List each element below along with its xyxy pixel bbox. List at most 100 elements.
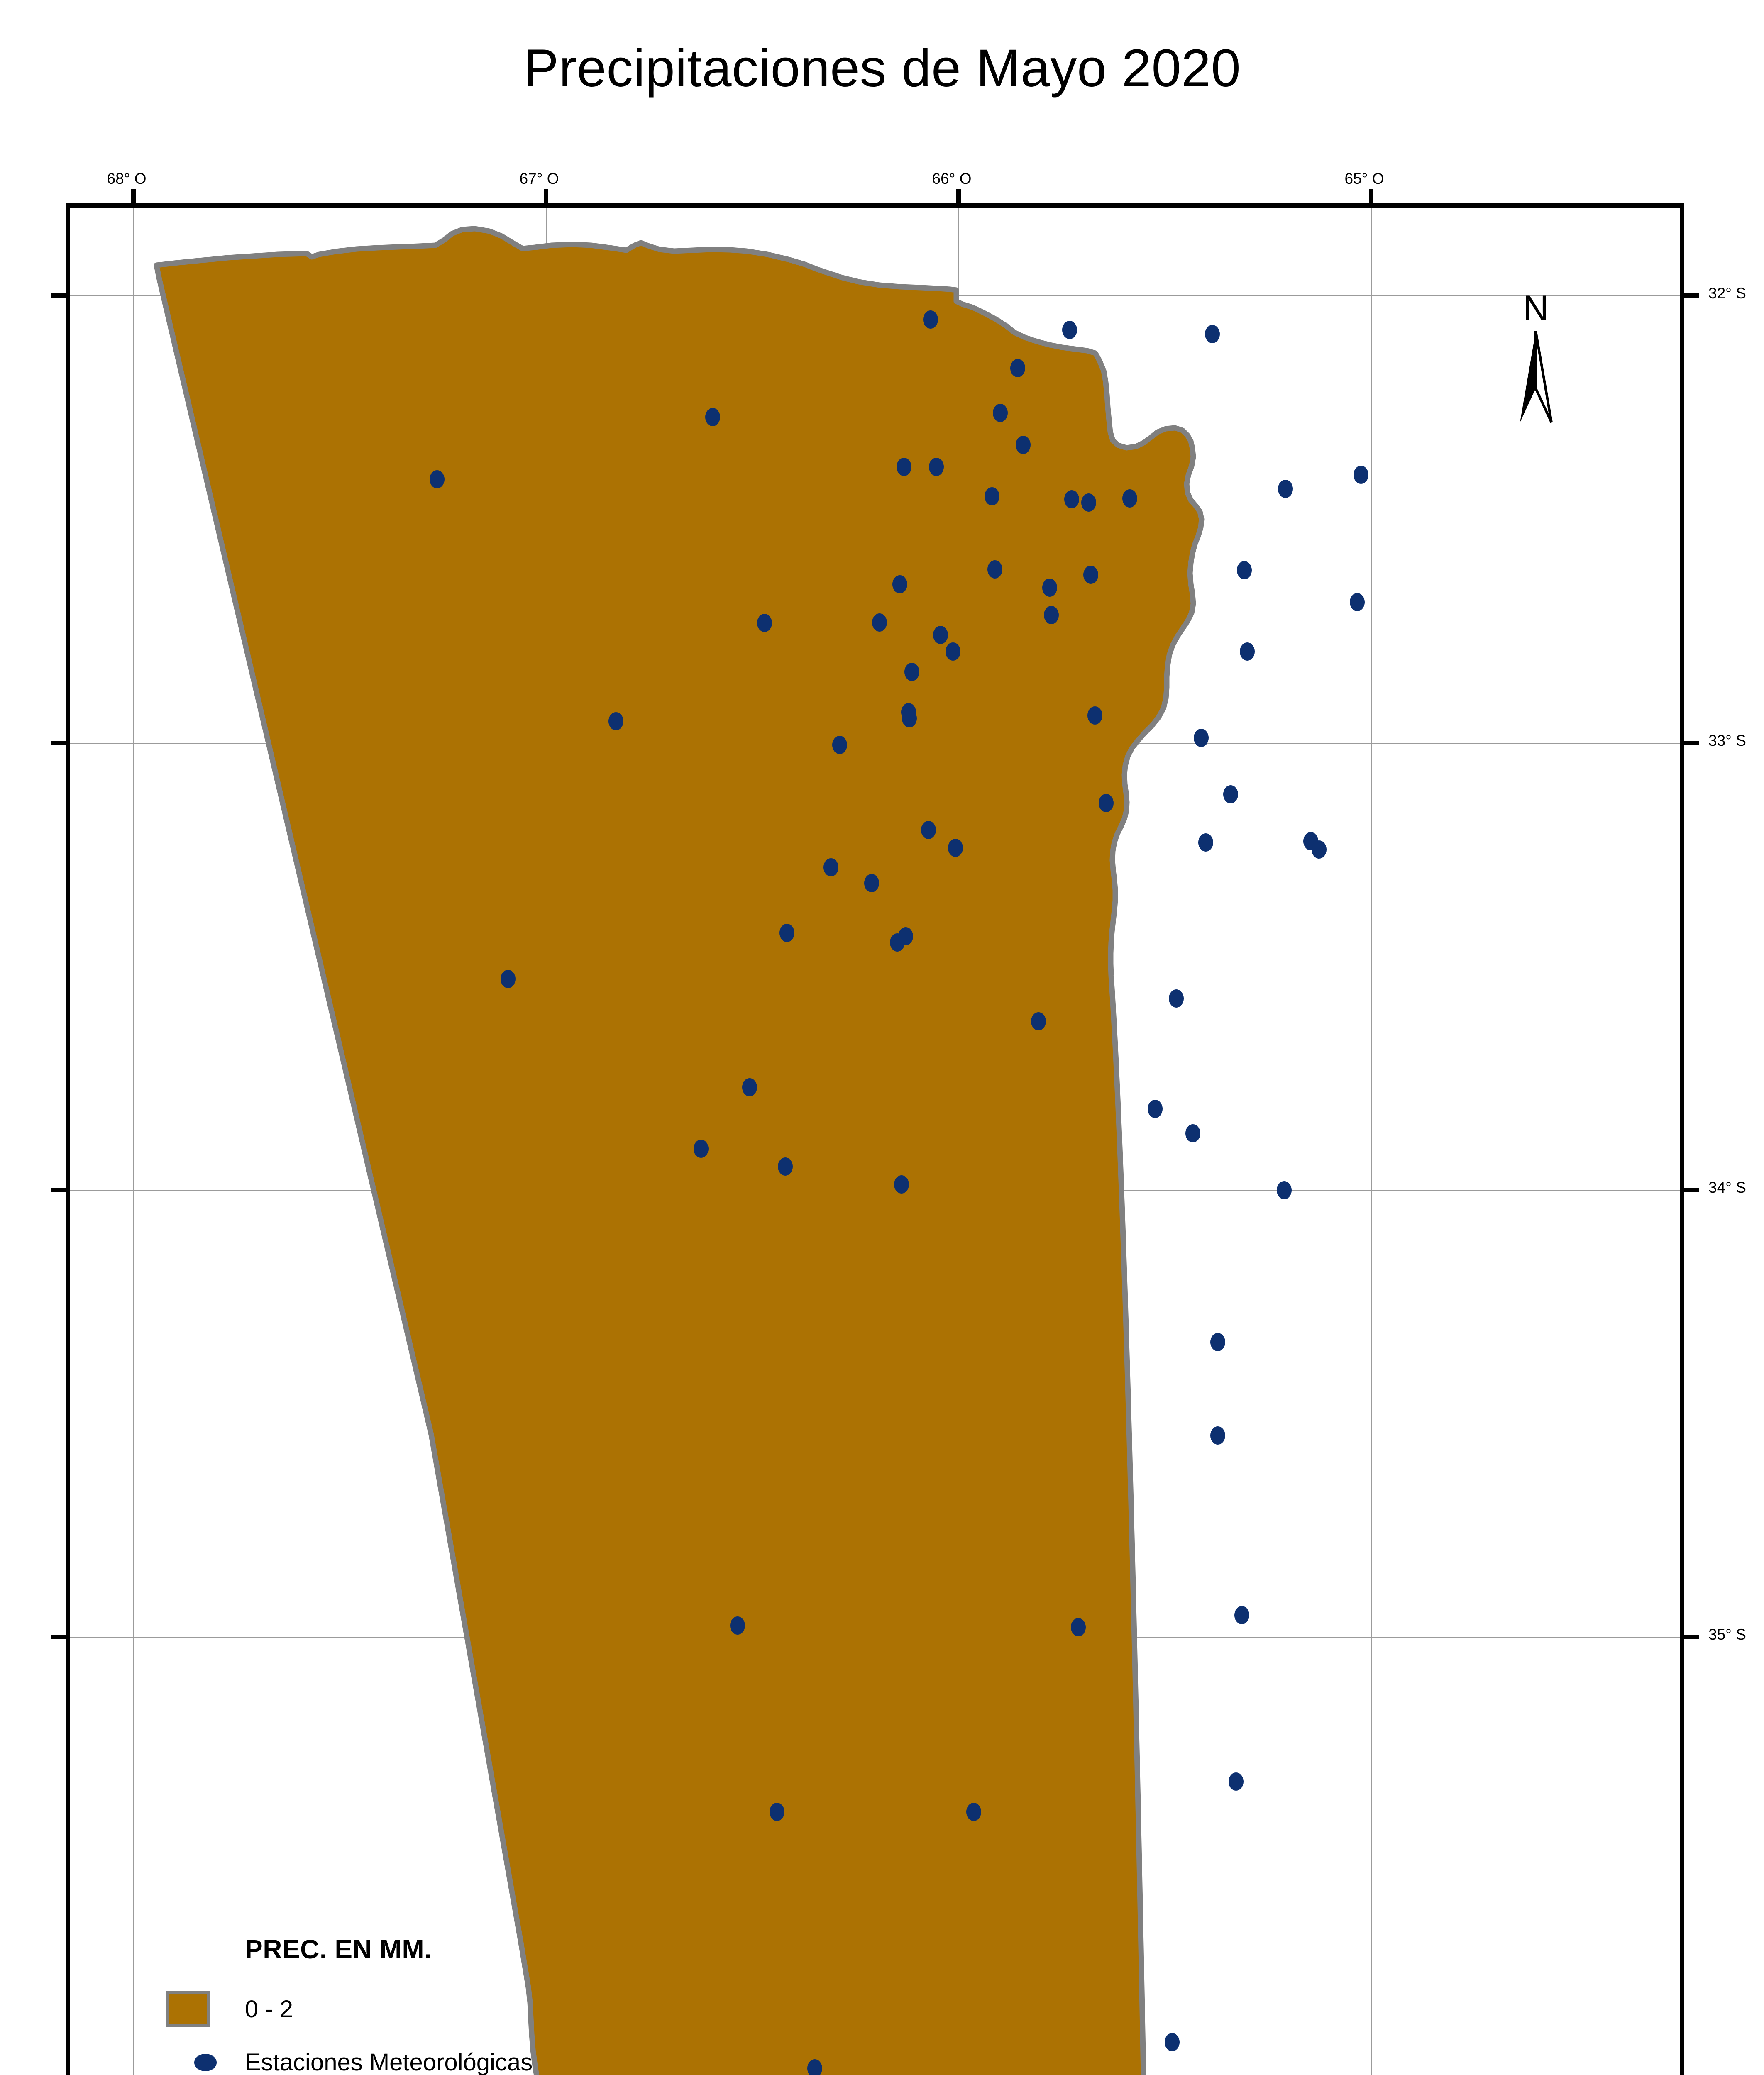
- tick-top-68: [131, 189, 136, 208]
- station-point[interactable]: [929, 458, 944, 476]
- station-point[interactable]: [730, 1616, 745, 1635]
- north-arrow-icon: [1520, 331, 1553, 423]
- station-point[interactable]: [1064, 490, 1079, 508]
- lat-label-32: 32° S: [1708, 285, 1746, 302]
- station-point[interactable]: [1223, 785, 1238, 803]
- station-point[interactable]: [1165, 2033, 1180, 2051]
- station-point[interactable]: [770, 1803, 784, 1821]
- legend-item-precipitation-class[interactable]: 0 - 2: [166, 1991, 747, 2027]
- tick-right-32: [1680, 293, 1699, 298]
- station-point[interactable]: [757, 614, 772, 632]
- tick-right-34: [1680, 1188, 1699, 1192]
- station-point[interactable]: [872, 613, 887, 632]
- tick-right-33: [1680, 741, 1699, 745]
- legend-title: PREC. EN MM.: [245, 1934, 432, 1964]
- map-canvas[interactable]: [70, 208, 1680, 2075]
- tick-left-35: [51, 1635, 70, 1639]
- station-point[interactable]: [1237, 561, 1252, 579]
- station-point[interactable]: [1044, 606, 1059, 624]
- station-point[interactable]: [1099, 794, 1114, 812]
- station-point[interactable]: [1354, 466, 1368, 484]
- station-point[interactable]: [1210, 1333, 1225, 1351]
- station-point[interactable]: [779, 924, 794, 942]
- station-point[interactable]: [742, 1078, 757, 1096]
- station-point[interactable]: [705, 408, 720, 426]
- station-point[interactable]: [1071, 1618, 1086, 1636]
- legend: PREC. EN MM. 0 - 2 Estaciones Meteorológ…: [166, 1934, 747, 2075]
- legend-label-0-2: 0 - 2: [245, 1995, 293, 2023]
- legend-swatch-wrap: [166, 1991, 245, 2027]
- station-point[interactable]: [1087, 706, 1102, 725]
- station-point[interactable]: [1240, 642, 1255, 661]
- lon-label-67: 67° O: [519, 170, 559, 187]
- station-point[interactable]: [1312, 840, 1327, 859]
- map-graphics: [70, 208, 1680, 2075]
- lat-label-33: 33° S: [1708, 732, 1746, 749]
- station-dot-icon: [194, 2053, 217, 2071]
- station-point[interactable]: [894, 1175, 909, 1194]
- station-point[interactable]: [1031, 1012, 1046, 1030]
- station-point[interactable]: [946, 642, 960, 661]
- station-point[interactable]: [430, 470, 445, 488]
- station-point[interactable]: [694, 1140, 709, 1158]
- station-point[interactable]: [807, 2059, 822, 2075]
- station-point[interactable]: [1234, 1606, 1249, 1624]
- lon-label-66: 66° O: [932, 170, 972, 187]
- map-frame: [51, 189, 1699, 2075]
- station-point[interactable]: [901, 703, 916, 721]
- station-point[interactable]: [1210, 1426, 1225, 1445]
- station-points-layer[interactable]: [430, 310, 1368, 2075]
- station-point[interactable]: [823, 858, 838, 876]
- station-point[interactable]: [987, 560, 1002, 579]
- station-point[interactable]: [985, 487, 999, 505]
- province-polygon[interactable]: [122, 226, 1205, 2075]
- north-arrow-label: N: [1522, 288, 1549, 328]
- station-point[interactable]: [864, 874, 879, 892]
- station-point[interactable]: [897, 458, 911, 476]
- station-point[interactable]: [1229, 1772, 1244, 1791]
- station-point[interactable]: [923, 310, 938, 329]
- station-point[interactable]: [608, 712, 623, 730]
- legend-item-stations[interactable]: Estaciones Meteorológicas: [166, 2048, 747, 2075]
- station-point[interactable]: [1083, 566, 1098, 584]
- station-point[interactable]: [921, 821, 936, 839]
- station-point[interactable]: [933, 626, 948, 644]
- station-point[interactable]: [832, 736, 847, 754]
- legend-swatch-0-2: [166, 1991, 210, 2027]
- lat-label-35: 35° S: [1708, 1626, 1746, 1643]
- station-point[interactable]: [948, 839, 963, 857]
- lon-label-68: 68° O: [107, 170, 147, 187]
- tick-left-34: [51, 1188, 70, 1192]
- station-point[interactable]: [1016, 436, 1031, 454]
- station-point[interactable]: [1122, 489, 1137, 508]
- station-point[interactable]: [904, 663, 919, 681]
- station-point[interactable]: [1205, 325, 1220, 343]
- station-point[interactable]: [1185, 1124, 1200, 1142]
- station-point[interactable]: [993, 404, 1008, 422]
- legend-dot-wrap: [166, 2053, 245, 2071]
- station-point[interactable]: [1062, 321, 1077, 339]
- station-point[interactable]: [501, 970, 516, 988]
- lat-label-34: 34° S: [1708, 1179, 1746, 1196]
- station-point[interactable]: [1350, 593, 1365, 611]
- station-point[interactable]: [1277, 1181, 1292, 1199]
- station-point[interactable]: [1042, 579, 1057, 597]
- station-point[interactable]: [892, 575, 907, 593]
- station-point[interactable]: [966, 1803, 981, 1821]
- station-point[interactable]: [1278, 480, 1293, 498]
- tick-top-65: [1369, 189, 1373, 208]
- station-point[interactable]: [1198, 833, 1213, 852]
- station-point[interactable]: [1010, 359, 1025, 377]
- north-arrow: N: [1494, 290, 1577, 436]
- station-point[interactable]: [1194, 729, 1209, 747]
- tick-top-67: [544, 189, 548, 208]
- tick-top-66: [956, 189, 961, 208]
- station-point[interactable]: [778, 1157, 793, 1176]
- tick-left-32: [51, 293, 70, 298]
- station-point[interactable]: [1148, 1100, 1163, 1118]
- tick-right-35: [1680, 1635, 1699, 1639]
- station-point[interactable]: [1169, 989, 1184, 1008]
- station-point[interactable]: [1081, 493, 1096, 512]
- station-point[interactable]: [890, 933, 905, 952]
- page-title: Precipitaciones de Mayo 2020: [523, 39, 1241, 98]
